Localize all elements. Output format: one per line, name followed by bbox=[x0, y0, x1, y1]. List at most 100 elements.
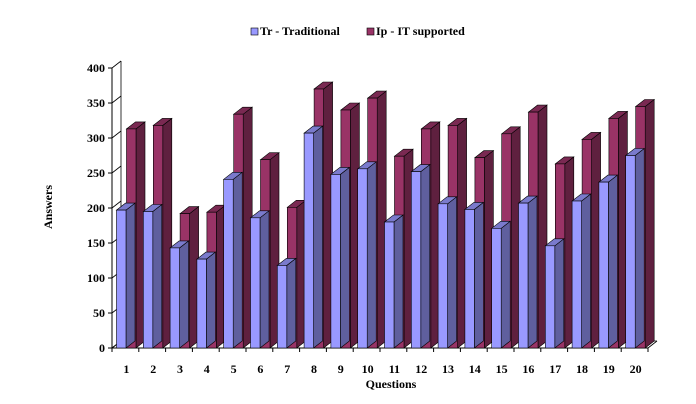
x-tick-label: 12 bbox=[415, 362, 427, 376]
y-tick-depth bbox=[111, 130, 122, 139]
y-tick-depth bbox=[111, 95, 122, 104]
bar-traditional-11-front bbox=[384, 221, 395, 349]
x-tick-label: 10 bbox=[362, 362, 374, 376]
y-tick-label: 0 bbox=[99, 341, 105, 355]
x-tick-label: 19 bbox=[603, 362, 615, 376]
bar-traditional-7-front bbox=[276, 265, 288, 349]
bar-traditional-18-side bbox=[581, 193, 591, 349]
bar-traditional-9 bbox=[330, 166, 351, 349]
bar-traditional-14-side bbox=[474, 201, 484, 349]
bar-traditional-5-front bbox=[223, 179, 234, 349]
bar-traditional-10-side bbox=[366, 161, 377, 349]
bar-traditional-9-side bbox=[340, 166, 350, 349]
x-tick-label: 1 bbox=[123, 362, 129, 376]
bar-traditional-14-front bbox=[464, 209, 475, 349]
x-tick-label: 2 bbox=[150, 362, 156, 376]
bar-traditional-13-front bbox=[437, 203, 448, 349]
bar-traditional-1 bbox=[115, 202, 136, 349]
bar-traditional-5 bbox=[222, 171, 244, 349]
bar-traditional-15 bbox=[490, 220, 512, 349]
bar-traditional-1-side bbox=[125, 202, 136, 349]
y-axis-title: Answers bbox=[41, 185, 55, 229]
y-tick-label: 350 bbox=[87, 96, 105, 110]
y-tick-label: 250 bbox=[87, 166, 105, 180]
floor-right-edge bbox=[647, 340, 658, 349]
bar-traditional-6-front bbox=[250, 217, 261, 349]
x-tick-label: 5 bbox=[231, 362, 237, 376]
bar-traditional-17-side bbox=[554, 238, 565, 349]
bar-traditional-15-side bbox=[500, 220, 511, 349]
bar-traditional-11-side bbox=[393, 214, 404, 349]
y-tick-label: 150 bbox=[87, 236, 105, 250]
bar-traditional-10-front bbox=[357, 168, 368, 349]
bar-traditional-11 bbox=[383, 214, 404, 349]
y-tick-depth bbox=[111, 60, 122, 69]
x-tick-label: 6 bbox=[257, 362, 263, 376]
bar-traditional-4-front bbox=[196, 258, 207, 349]
y-tick-depth bbox=[111, 200, 122, 209]
bar-traditional-17 bbox=[544, 238, 565, 349]
bar-traditional-13 bbox=[437, 196, 458, 349]
bar-traditional-14 bbox=[464, 201, 485, 349]
bar-traditional-18 bbox=[571, 193, 592, 349]
bar-traditional-8 bbox=[303, 125, 324, 349]
bar-traditional-3 bbox=[169, 240, 190, 349]
bar-traditional-2-front bbox=[143, 211, 154, 349]
x-tick-label: 7 bbox=[284, 362, 290, 376]
bar-traditional-4-side bbox=[206, 251, 216, 349]
bar-traditional-19 bbox=[598, 174, 619, 349]
bars bbox=[115, 81, 656, 349]
bar-traditional-16-side bbox=[527, 195, 538, 349]
x-tick-label: 8 bbox=[311, 362, 317, 376]
legend: Tr - Traditional Ip - IT supported bbox=[250, 24, 465, 38]
x-tick-label: 15 bbox=[496, 362, 508, 376]
y-tick-label: 50 bbox=[93, 306, 105, 320]
x-tick-label: 20 bbox=[630, 362, 642, 376]
bar-traditional-3-front bbox=[169, 247, 180, 349]
bar-it-supported-20-side bbox=[644, 98, 655, 349]
bar-traditional-13-side bbox=[447, 196, 457, 349]
x-tick-label: 17 bbox=[549, 362, 561, 376]
bar-traditional-2-side bbox=[152, 203, 163, 349]
bar-traditional-3-side bbox=[179, 240, 189, 349]
bar-traditional-10 bbox=[356, 161, 378, 349]
x-tick-label: 14 bbox=[469, 362, 481, 376]
x-tick-label: 9 bbox=[338, 362, 344, 376]
bar-traditional-20-front bbox=[625, 155, 636, 349]
legend-label-traditional: Tr - Traditional bbox=[260, 24, 340, 38]
bar-traditional-6 bbox=[249, 210, 270, 349]
bar-traditional-4 bbox=[196, 251, 217, 349]
legend-swatch-traditional bbox=[250, 27, 259, 36]
x-tick-label: 16 bbox=[522, 362, 534, 376]
bar-traditional-20 bbox=[624, 147, 646, 349]
x-tick-label: 13 bbox=[442, 362, 454, 376]
bar-traditional-20-side bbox=[634, 147, 645, 349]
x-tick-label: 11 bbox=[389, 362, 400, 376]
bar-traditional-7-side bbox=[286, 257, 297, 349]
x-tick-label: 18 bbox=[576, 362, 588, 376]
bar-traditional-6-side bbox=[259, 210, 270, 349]
y-tick-label: 100 bbox=[87, 271, 105, 285]
bar-traditional-1-front bbox=[116, 209, 127, 349]
bar-traditional-8-front bbox=[303, 132, 314, 349]
bar-traditional-17-front bbox=[544, 245, 556, 349]
x-axis-title: Questions bbox=[366, 377, 417, 391]
x-tick-label: 4 bbox=[204, 362, 210, 376]
bar-traditional-15-front bbox=[491, 228, 502, 349]
bar-traditional-16 bbox=[517, 195, 538, 349]
bar-traditional-19-front bbox=[598, 181, 609, 349]
y-tick-label: 200 bbox=[87, 201, 105, 215]
bar-traditional-12-front bbox=[410, 171, 422, 349]
bar-traditional-16-front bbox=[518, 202, 529, 349]
y-tick-label: 300 bbox=[87, 131, 105, 145]
bar-traditional-7 bbox=[276, 257, 297, 349]
bar-traditional-12 bbox=[410, 163, 431, 349]
legend-swatch-it-supported bbox=[366, 27, 375, 36]
bar-traditional-12-side bbox=[420, 163, 431, 349]
bar-traditional-18-front bbox=[571, 200, 582, 349]
bar-traditional-19-side bbox=[608, 174, 618, 349]
bar-traditional-8-side bbox=[313, 125, 323, 349]
bar-traditional-5-side bbox=[232, 171, 243, 349]
